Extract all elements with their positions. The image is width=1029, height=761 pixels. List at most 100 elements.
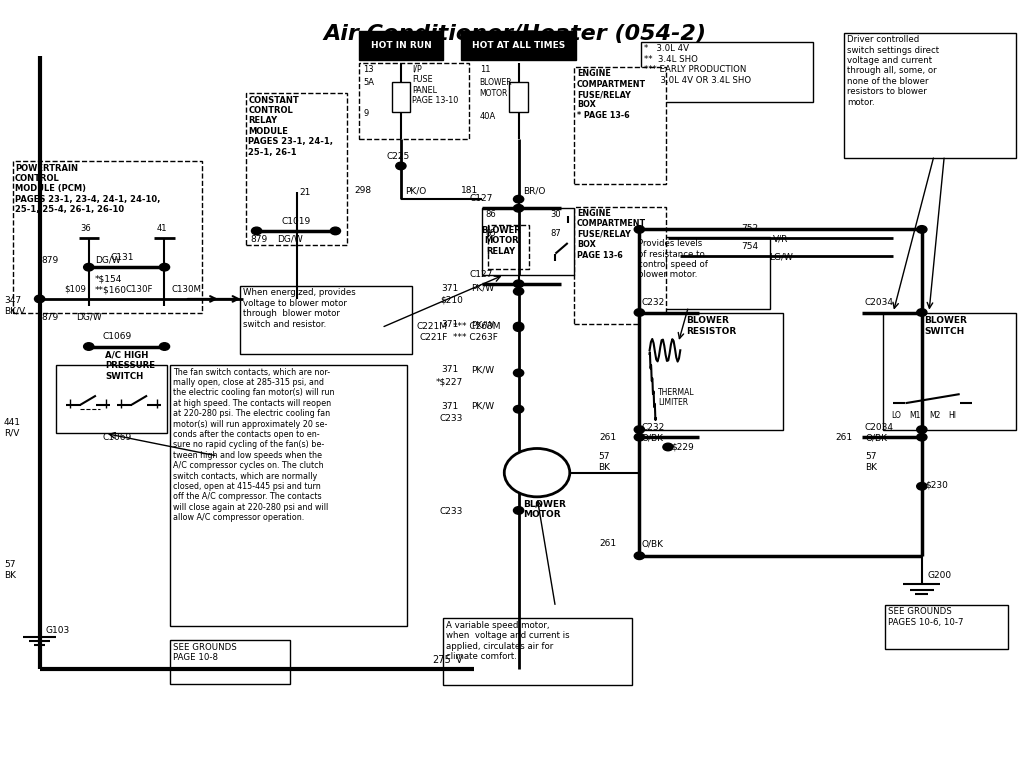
- Circle shape: [159, 342, 170, 350]
- Text: POWERTRAIN
CONTROL
MODULE (PCM)
PAGES 23-1, 23-4, 24-1, 24-10,
25-1, 25-4, 26-1,: POWERTRAIN CONTROL MODULE (PCM) PAGES 23…: [15, 164, 161, 215]
- Text: 13: 13: [363, 65, 374, 74]
- Text: BLOWER
MOTOR
RELAY: BLOWER MOTOR RELAY: [482, 226, 521, 256]
- Text: $230: $230: [925, 481, 948, 490]
- Text: 347: 347: [4, 296, 21, 305]
- FancyBboxPatch shape: [509, 82, 528, 113]
- Circle shape: [396, 162, 406, 170]
- Text: C232: C232: [641, 423, 665, 432]
- Text: C233: C233: [440, 508, 463, 517]
- Text: BLOWER
MOTOR: BLOWER MOTOR: [480, 78, 512, 97]
- Circle shape: [917, 309, 927, 317]
- Text: The fan switch contacts, which are nor-
mally open, close at 285-315 psi, and
th: The fan switch contacts, which are nor- …: [173, 368, 334, 522]
- Text: A variable speed motor,
when  voltage and current is
applied, circulates air for: A variable speed motor, when voltage and…: [446, 621, 570, 661]
- Text: C233: C233: [440, 414, 463, 423]
- FancyBboxPatch shape: [56, 365, 167, 433]
- Text: 754: 754: [741, 241, 758, 250]
- Text: ENGINE
COMPARTMENT
FUSE/RELAY
BOX
PAGE 13-6: ENGINE COMPARTMENT FUSE/RELAY BOX PAGE 1…: [577, 209, 646, 260]
- Circle shape: [251, 227, 261, 234]
- Text: BLOWER
RESISTOR: BLOWER RESISTOR: [686, 317, 737, 336]
- Text: M1: M1: [910, 411, 921, 420]
- Text: C130F: C130F: [126, 285, 153, 294]
- Text: 371: 371: [441, 284, 458, 293]
- Circle shape: [513, 406, 524, 413]
- Text: *   3.0L 4V
**  3.4L SHO
*** EARLY PRODUCTION
      3.0L 4V OR 3.4L SHO: * 3.0L 4V ** 3.4L SHO *** EARLY PRODUCTI…: [644, 44, 751, 84]
- Text: 275: 275: [432, 654, 451, 664]
- Text: 371: 371: [441, 365, 458, 374]
- Text: O/BK: O/BK: [641, 539, 664, 548]
- Circle shape: [330, 227, 341, 234]
- FancyBboxPatch shape: [885, 605, 1007, 648]
- Text: 57: 57: [4, 560, 15, 569]
- Text: PK/W: PK/W: [471, 365, 495, 374]
- Text: 879: 879: [41, 313, 59, 321]
- Text: C225: C225: [387, 152, 410, 161]
- Circle shape: [634, 433, 644, 441]
- Text: I/P
FUSE
PANEL
PAGE 13-10: I/P FUSE PANEL PAGE 13-10: [413, 65, 458, 105]
- Circle shape: [513, 323, 524, 330]
- Text: LO: LO: [891, 411, 901, 420]
- Text: Air Conditioner/Heater (054-2): Air Conditioner/Heater (054-2): [323, 24, 706, 44]
- Text: 261: 261: [600, 433, 616, 442]
- Circle shape: [513, 205, 524, 212]
- FancyBboxPatch shape: [442, 619, 632, 685]
- Text: HI: HI: [949, 411, 956, 420]
- Text: C2034: C2034: [864, 423, 893, 432]
- Text: CONSTANT
CONTROL
RELAY
MODULE
PAGES 23-1, 24-1,
25-1, 26-1: CONSTANT CONTROL RELAY MODULE PAGES 23-1…: [248, 96, 333, 157]
- Text: When energized, provides
voltage to blower motor
through  blower motor
switch an: When energized, provides voltage to blow…: [243, 288, 356, 329]
- Circle shape: [504, 448, 570, 497]
- Text: O/BK: O/BK: [641, 433, 664, 442]
- Circle shape: [917, 482, 927, 490]
- FancyBboxPatch shape: [639, 313, 783, 430]
- Text: 371: 371: [441, 320, 458, 329]
- Text: SEE GROUNDS
PAGE 10-8: SEE GROUNDS PAGE 10-8: [173, 642, 237, 662]
- Text: LG/W: LG/W: [769, 252, 792, 261]
- Text: HOT AT ALL TIMES: HOT AT ALL TIMES: [472, 41, 565, 50]
- Text: $210: $210: [440, 296, 463, 305]
- Circle shape: [513, 324, 524, 331]
- Text: DG/W: DG/W: [76, 313, 102, 321]
- FancyBboxPatch shape: [883, 313, 1016, 430]
- Circle shape: [917, 225, 927, 233]
- FancyBboxPatch shape: [574, 207, 666, 324]
- Text: 57: 57: [865, 452, 877, 461]
- Text: PK/W: PK/W: [471, 402, 495, 411]
- Text: DG/W: DG/W: [277, 234, 303, 244]
- Text: THERMAL
LIMITER: THERMAL LIMITER: [658, 388, 695, 407]
- Circle shape: [35, 295, 44, 303]
- FancyBboxPatch shape: [246, 94, 347, 244]
- Text: 57: 57: [598, 452, 609, 461]
- FancyBboxPatch shape: [359, 63, 469, 139]
- Text: BR/O: BR/O: [523, 186, 545, 196]
- FancyBboxPatch shape: [240, 286, 413, 354]
- Circle shape: [917, 426, 927, 433]
- Text: C1019: C1019: [281, 217, 311, 225]
- Circle shape: [83, 263, 94, 271]
- Text: BLOWER
SWITCH: BLOWER SWITCH: [924, 317, 967, 336]
- Circle shape: [513, 280, 524, 288]
- FancyBboxPatch shape: [641, 42, 813, 103]
- FancyBboxPatch shape: [170, 365, 407, 626]
- Text: C131: C131: [110, 253, 134, 262]
- Text: $109: $109: [64, 285, 86, 294]
- Text: O/BK: O/BK: [865, 433, 888, 442]
- Text: R/V: R/V: [4, 429, 20, 438]
- Text: BK: BK: [598, 463, 609, 472]
- Text: PK/W: PK/W: [471, 320, 495, 329]
- Circle shape: [159, 263, 170, 271]
- Text: 441: 441: [4, 419, 21, 427]
- Text: *$154: *$154: [95, 275, 122, 284]
- Text: V: V: [456, 654, 463, 664]
- Text: C1069: C1069: [102, 433, 132, 442]
- Circle shape: [634, 552, 644, 559]
- FancyBboxPatch shape: [170, 640, 290, 684]
- Text: 5A: 5A: [363, 78, 374, 88]
- Text: 298: 298: [354, 186, 371, 196]
- Text: 181: 181: [461, 186, 478, 196]
- Text: Provides levels
of resistance to
control speed of
blower motor.: Provides levels of resistance to control…: [638, 239, 708, 279]
- Text: 879: 879: [41, 256, 59, 265]
- Text: 11: 11: [480, 65, 490, 74]
- FancyBboxPatch shape: [482, 209, 574, 275]
- Text: 9: 9: [363, 109, 368, 117]
- Text: PK/O: PK/O: [405, 186, 426, 196]
- Circle shape: [513, 196, 524, 203]
